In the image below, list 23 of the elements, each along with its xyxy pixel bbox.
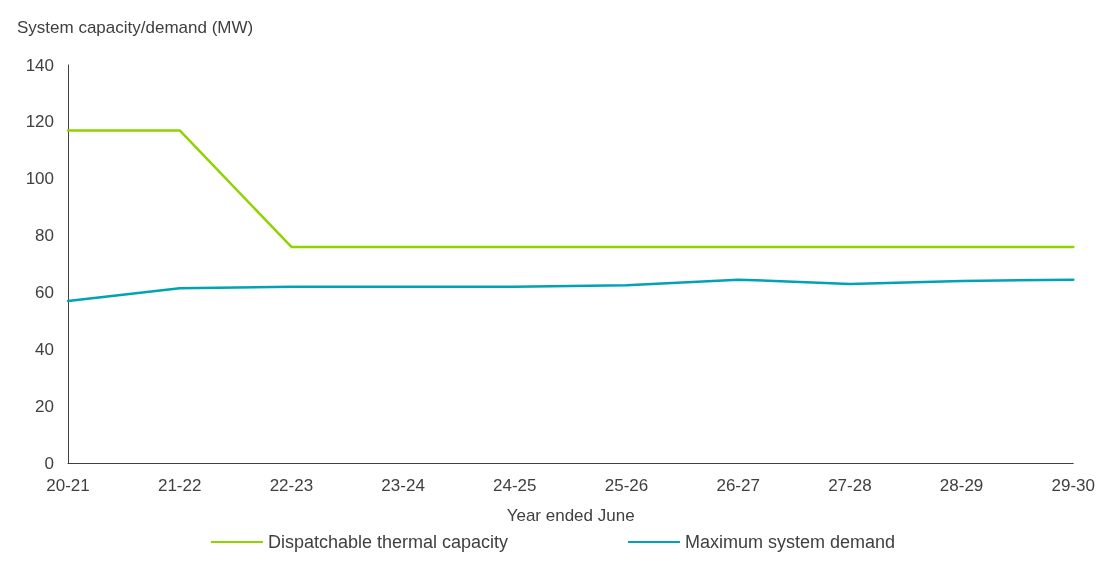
x-tick-label: 21-22 — [157, 476, 202, 495]
line-series — [66, 278, 1075, 303]
x-tick-label: 27-28 — [828, 476, 872, 495]
x-tick-label: 28-29 — [939, 476, 984, 495]
y-tick-label: 80 — [35, 226, 54, 246]
y-axis-title: System capacity/demand (MW) — [17, 18, 254, 37]
x-tick-label: 23-24 — [381, 476, 425, 495]
y-tick-label: 100 — [25, 169, 54, 189]
legend-label: Maximum system demand — [685, 532, 896, 552]
x-tick-label: 20-21 — [46, 476, 90, 495]
y-tick-label: 60 — [35, 282, 54, 302]
y-tick-label: 0 — [44, 453, 54, 473]
x-tick-label: 22-23 — [269, 476, 314, 495]
x-axis-title: Year ended June — [506, 506, 635, 525]
y-tick-label: 40 — [35, 339, 54, 359]
x-tick-label: 24-25 — [493, 476, 537, 495]
legend-label: Dispatchable thermal capacity — [267, 532, 509, 552]
x-tick-label: 25-26 — [604, 476, 649, 495]
y-tick-label: 140 — [25, 55, 54, 75]
x-tick-label: 29-30 — [1051, 476, 1095, 495]
y-tick-label: 20 — [35, 396, 54, 416]
x-tick-label: 26-27 — [716, 476, 760, 495]
y-tick-label: 120 — [25, 112, 54, 132]
